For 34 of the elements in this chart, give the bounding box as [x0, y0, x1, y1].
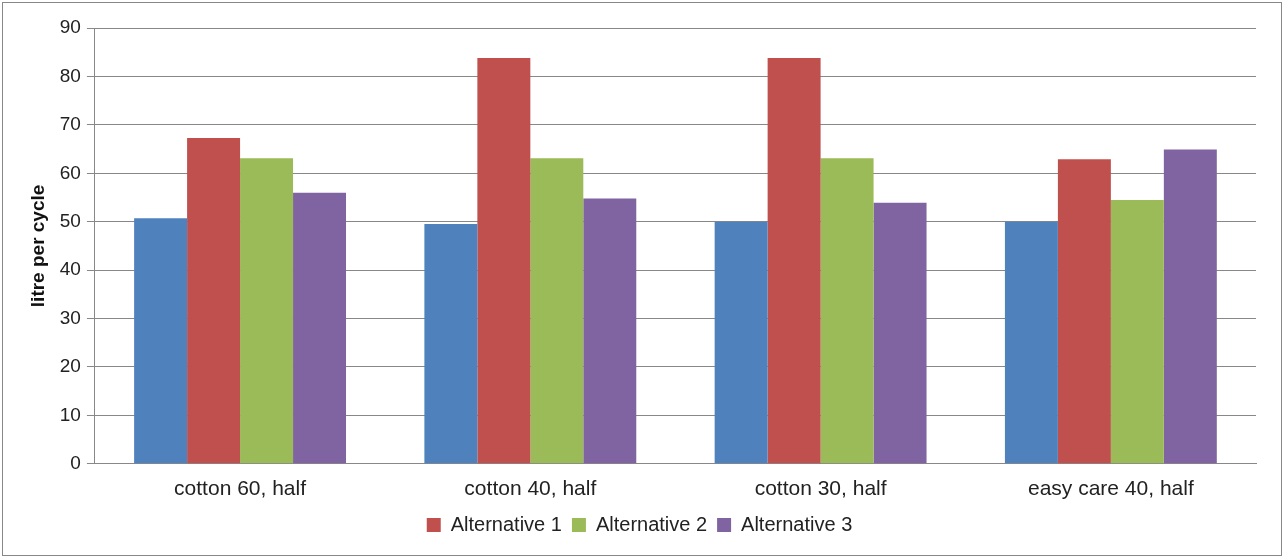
y-tick-label: 70 [59, 113, 81, 135]
x-tick-label: cotton 30, half [754, 476, 887, 500]
legend-label: Alternative 1 [450, 512, 562, 535]
y-tick-label: 80 [59, 64, 81, 86]
y-tick-label: 0 [70, 452, 81, 474]
bar [477, 58, 531, 464]
bar [134, 218, 188, 464]
bar [873, 202, 927, 464]
y-tick-label: 10 [59, 403, 81, 425]
bar [1057, 159, 1111, 464]
x-tick-label: easy care 40, half [1027, 476, 1194, 500]
bar [530, 158, 584, 464]
bar [767, 58, 821, 464]
y-axis-title: litre per cycle [26, 184, 48, 308]
legend-label: Alternative 3 [741, 512, 853, 535]
y-tick-label: 60 [59, 161, 81, 183]
bar [820, 158, 874, 464]
bar [187, 137, 241, 464]
legend-label: Alternative 2 [595, 512, 708, 535]
bar [1163, 149, 1217, 464]
y-tick-label: 20 [59, 355, 81, 377]
y-tick-label: 40 [59, 258, 81, 280]
bar [240, 158, 294, 464]
y-tick-label: 50 [59, 209, 81, 231]
bar [583, 198, 637, 464]
bar [714, 221, 768, 464]
bar [293, 192, 347, 464]
x-tick-label: cotton 60, half [174, 476, 307, 500]
x-tick-label: cotton 40, half [464, 476, 597, 500]
y-tick-label: 90 [59, 16, 81, 38]
bar [424, 224, 478, 464]
bar [1110, 199, 1164, 464]
y-tick-label: 30 [59, 306, 81, 328]
bar [1004, 221, 1058, 464]
